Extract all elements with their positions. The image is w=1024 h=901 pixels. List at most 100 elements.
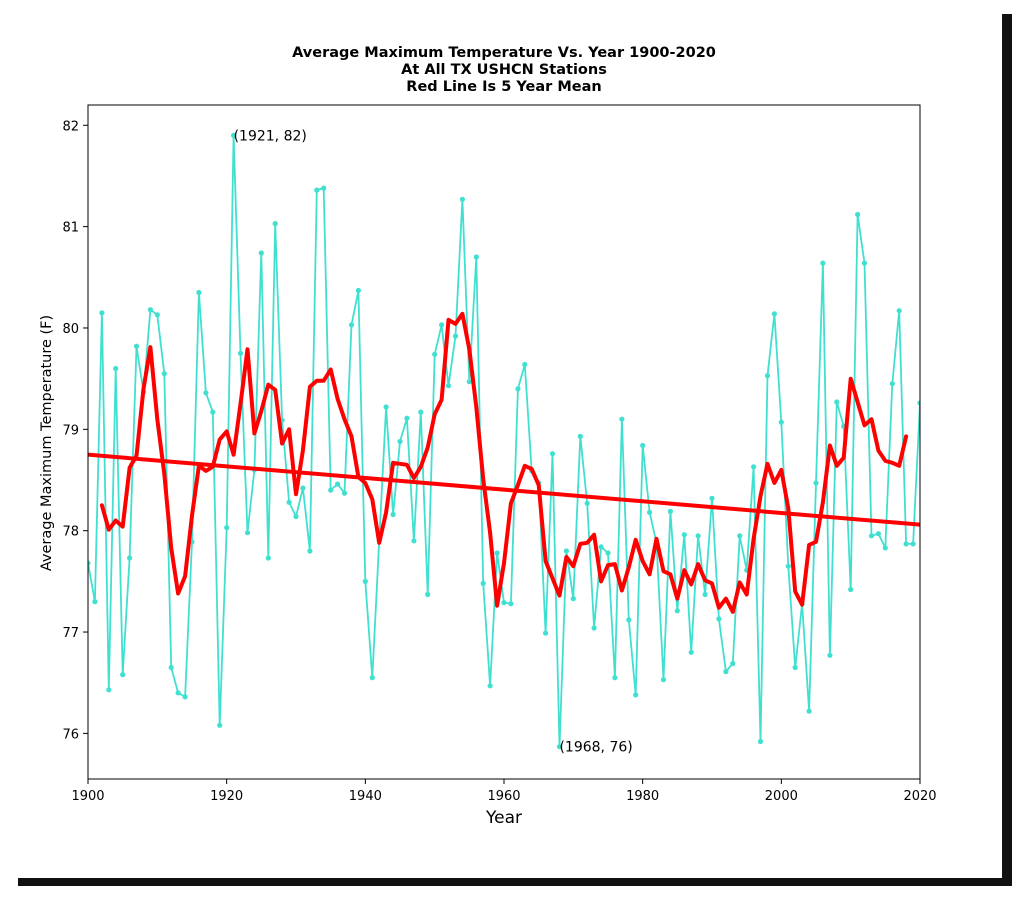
data-point — [328, 487, 334, 493]
data-point — [702, 591, 708, 598]
x-tick-label: 1960 — [487, 789, 520, 804]
x-tick-label: 2000 — [765, 789, 798, 804]
data-point — [341, 490, 348, 496]
data-point — [716, 616, 722, 622]
data-point — [348, 322, 355, 328]
chart-title-line-3: Red Line Is 5 Year Mean — [406, 79, 601, 95]
data-point — [757, 738, 764, 745]
data-point — [113, 365, 119, 372]
y-tick-label: 79 — [62, 423, 79, 438]
data-point — [543, 630, 549, 636]
data-point — [432, 351, 438, 357]
data-point — [584, 500, 590, 506]
data-point — [882, 545, 888, 551]
x-tick-label: 1980 — [626, 789, 659, 804]
data-point — [771, 311, 778, 317]
data-point — [258, 250, 264, 256]
data-point — [598, 544, 604, 550]
data-point — [619, 416, 625, 422]
data-point — [723, 669, 729, 675]
data-point — [494, 550, 500, 556]
y-axis-label: Average Maximum Temperature (F) — [39, 315, 55, 571]
data-point — [265, 555, 271, 561]
data-point — [688, 649, 694, 655]
data-point — [459, 196, 465, 202]
data-point — [203, 390, 209, 396]
data-point — [445, 383, 452, 389]
y-tick-label: 81 — [62, 221, 79, 236]
data-point — [751, 464, 757, 470]
data-point — [903, 541, 909, 547]
axes: (1921, 82) (1968, 76) 1900 1920 1940 1960 1980… — [62, 104, 937, 804]
data-point — [133, 343, 140, 349]
data-point — [737, 533, 743, 539]
data-point — [244, 530, 251, 536]
data-point — [300, 485, 306, 491]
x-tick-label: 2020 — [903, 789, 936, 804]
data-point — [695, 533, 701, 539]
data-point — [127, 555, 133, 561]
data-point — [626, 617, 632, 623]
data-point — [640, 442, 646, 449]
data-point — [875, 531, 882, 537]
data-point — [210, 409, 216, 415]
data-point — [466, 379, 472, 385]
data-point — [501, 600, 507, 606]
y-tick-label: 80 — [62, 322, 79, 337]
data-point — [667, 508, 674, 514]
chart-title-line-2: At All TX USHCN Stations — [401, 62, 607, 78]
series-annual-line — [88, 135, 920, 747]
data-point — [910, 541, 916, 547]
y-tick-label: 78 — [62, 525, 79, 540]
data-point — [217, 722, 223, 728]
data-point — [237, 350, 244, 356]
data-point — [730, 660, 736, 667]
data-point — [196, 289, 202, 296]
data-point — [855, 211, 861, 218]
data-point — [868, 533, 875, 539]
data-point — [647, 509, 653, 515]
data-point — [154, 312, 160, 318]
data-point — [848, 586, 854, 593]
x-axis-label: Year — [485, 808, 522, 828]
y-tick-label: 77 — [62, 626, 79, 641]
data-point — [591, 625, 597, 631]
y-tick-label: 76 — [62, 727, 79, 742]
data-point — [390, 511, 396, 518]
data-point — [182, 694, 188, 700]
data-point — [917, 400, 920, 406]
data-point — [418, 409, 424, 415]
data-point — [397, 438, 403, 445]
data-point — [335, 481, 341, 487]
chart-title-line-1: Average Maximum Temperature Vs. Year 190… — [292, 45, 716, 61]
data-point — [147, 307, 153, 313]
point-annotation: (1921, 82) — [234, 128, 307, 144]
plot-area — [88, 132, 920, 750]
data-point — [120, 672, 126, 678]
data-point — [369, 675, 375, 681]
data-point — [92, 599, 98, 605]
data-point — [820, 260, 826, 266]
data-point — [827, 652, 833, 658]
data-point — [168, 664, 174, 671]
point-annotation: (1968, 76) — [559, 740, 632, 756]
data-point — [570, 596, 576, 602]
data-point — [487, 683, 493, 689]
y-tick-label: 82 — [62, 119, 79, 134]
data-point — [549, 451, 556, 457]
data-point — [106, 687, 112, 693]
data-point — [161, 371, 167, 377]
data-point — [307, 548, 313, 554]
data-point — [633, 692, 639, 698]
data-point — [272, 221, 278, 227]
data-point — [834, 399, 840, 405]
data-point — [480, 580, 486, 587]
data-point — [362, 578, 368, 585]
data-point — [563, 548, 570, 554]
data-point — [605, 550, 611, 556]
data-point — [764, 373, 771, 379]
series-5-year-mean-line — [99, 311, 909, 614]
data-point — [224, 525, 230, 531]
data-point — [889, 381, 895, 387]
